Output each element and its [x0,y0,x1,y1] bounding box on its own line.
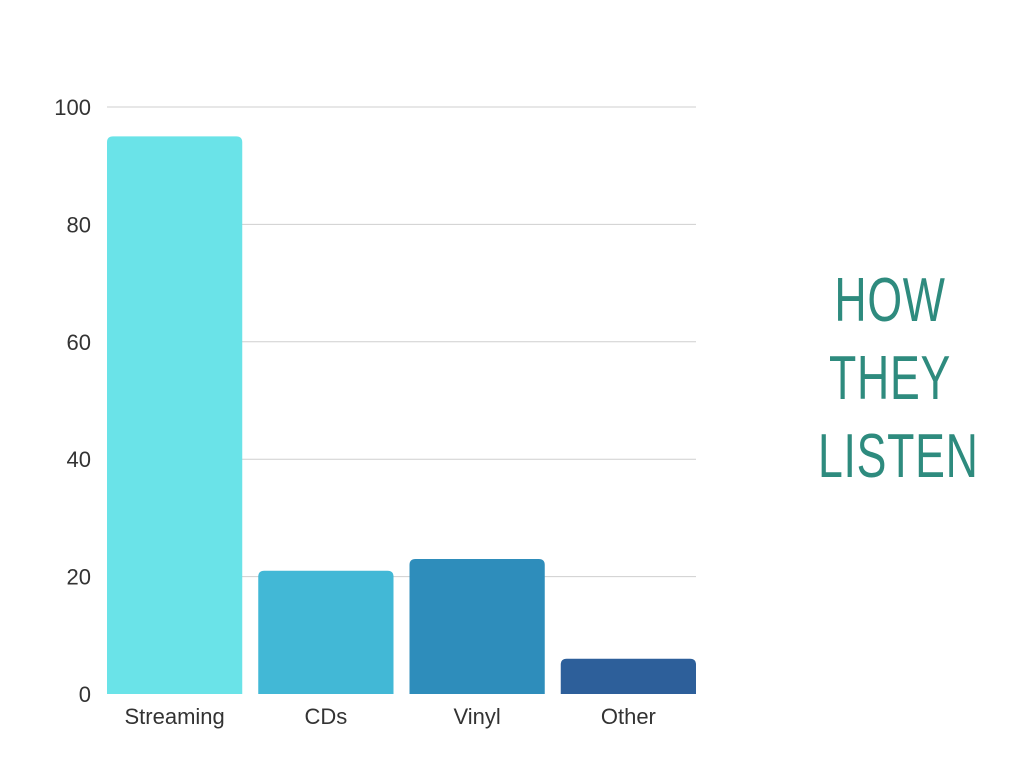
bar-layer [107,136,696,695]
y-tick-label: 100 [54,95,91,120]
bar-cds [258,570,394,694]
bar-other [560,658,696,694]
x-category-label: CDs [304,704,347,729]
y-tick-label: 80 [67,212,91,237]
x-axis-labels: Streaming CDs Vinyl Other [124,704,655,729]
y-tick-label: 40 [67,447,91,472]
x-category-label: Other [601,704,656,729]
chart-title-line-1: HOW [834,266,946,335]
bar-vinyl [409,558,545,694]
chart-title-line-2: THEY [829,344,951,413]
y-tick-label: 20 [67,565,91,590]
bar-streaming [107,136,243,695]
y-tick-label: 0 [79,682,91,707]
y-axis-ticks: 0 20 40 60 80 100 [54,95,91,707]
y-tick-label: 60 [67,330,91,355]
chart-title: HOW THEY LISTEN [790,262,990,496]
x-category-label: Vinyl [453,704,500,729]
x-category-label: Streaming [124,704,224,729]
chart-title-line-3: LISTEN [818,422,979,491]
